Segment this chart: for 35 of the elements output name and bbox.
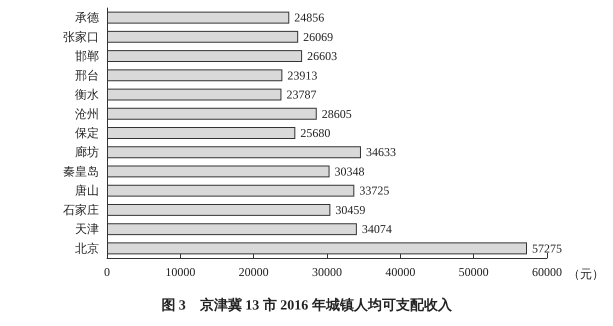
data-label: 23913	[287, 68, 318, 82]
data-label: 26069	[303, 30, 334, 44]
y-tick-label: 秦皇岛	[63, 164, 99, 178]
y-tick-label: 承德	[75, 10, 99, 25]
data-label: 33725	[359, 184, 390, 198]
data-label: 34074	[362, 222, 392, 236]
data-label: 30459	[335, 202, 366, 217]
text: 图 3 京津冀 13 市 2016 年城镇人均可支配收入	[161, 296, 453, 314]
y-tick-label: 唐山	[75, 184, 99, 198]
x-tick-label: 30000	[312, 265, 342, 279]
data-label: 34633	[366, 145, 396, 160]
x-tick-label: 20000	[238, 265, 269, 279]
y-tick-label: 天津	[75, 222, 99, 236]
x-tick-label: 0	[104, 265, 110, 279]
data-label: 24856	[294, 10, 324, 25]
x-tick-label: 10000	[165, 265, 196, 279]
data-label: 26603	[307, 49, 338, 64]
data-label: 25680	[300, 126, 330, 140]
y-tick-label: 保定	[75, 126, 99, 140]
y-tick-label: 衡水	[75, 88, 99, 102]
y-tick-label: 沧州	[75, 106, 99, 121]
x-tick-label: 60000	[532, 265, 562, 279]
y-tick-label: 廊坊	[75, 145, 99, 160]
y-tick-label: 张家口	[63, 30, 99, 44]
x-axis-title: （元）	[568, 267, 604, 281]
data-label: 30348	[334, 164, 365, 178]
data-label: 28605	[322, 106, 352, 121]
x-tick-label: 40000	[385, 265, 416, 279]
y-tick-label: 邢台	[75, 68, 99, 82]
data-label: 23787	[286, 88, 316, 102]
y-tick-label: 石家庄	[63, 202, 99, 217]
data-label: 57275	[532, 241, 562, 256]
y-tick-label: 北京	[75, 241, 99, 256]
x-tick-label: 50000	[458, 265, 489, 279]
y-tick-label: 邯郸	[75, 49, 99, 64]
